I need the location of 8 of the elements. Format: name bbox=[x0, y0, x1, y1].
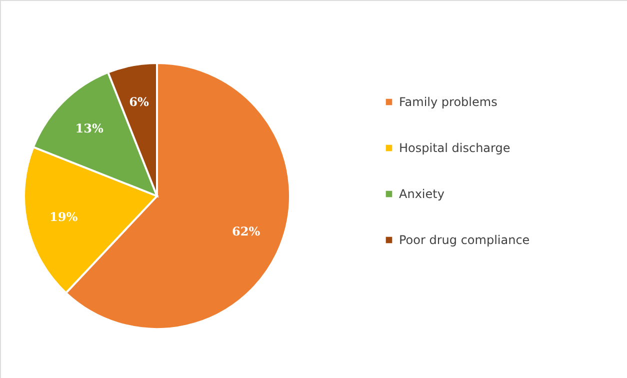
legend-label: Anxiety bbox=[399, 187, 444, 201]
legend-label: Family problems bbox=[399, 95, 498, 109]
data-label: 62% bbox=[232, 224, 261, 238]
legend-label: Hospital discharge bbox=[399, 141, 510, 155]
legend-label: Poor drug compliance bbox=[399, 233, 530, 247]
data-label: 6% bbox=[129, 94, 150, 109]
data-label: 19% bbox=[49, 210, 78, 224]
data-label: 13% bbox=[75, 121, 104, 136]
